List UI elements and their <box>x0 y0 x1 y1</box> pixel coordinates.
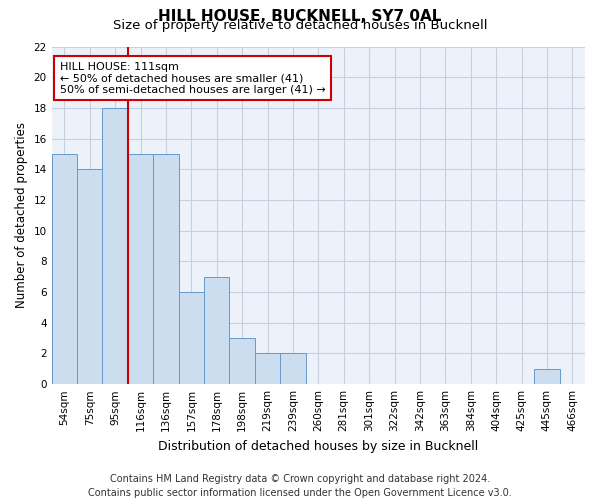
Text: Size of property relative to detached houses in Bucknell: Size of property relative to detached ho… <box>113 19 487 32</box>
X-axis label: Distribution of detached houses by size in Bucknell: Distribution of detached houses by size … <box>158 440 478 452</box>
Text: Contains HM Land Registry data © Crown copyright and database right 2024.
Contai: Contains HM Land Registry data © Crown c… <box>88 474 512 498</box>
Text: HILL HOUSE: 111sqm
← 50% of detached houses are smaller (41)
50% of semi-detache: HILL HOUSE: 111sqm ← 50% of detached hou… <box>59 62 325 95</box>
Bar <box>179 292 204 384</box>
Bar <box>103 108 128 384</box>
Bar <box>255 354 280 384</box>
Bar <box>280 354 305 384</box>
Bar <box>229 338 255 384</box>
Bar <box>204 276 229 384</box>
Bar <box>153 154 179 384</box>
Text: HILL HOUSE, BUCKNELL, SY7 0AL: HILL HOUSE, BUCKNELL, SY7 0AL <box>158 9 442 24</box>
Bar <box>534 369 560 384</box>
Bar <box>128 154 153 384</box>
Bar <box>77 170 103 384</box>
Y-axis label: Number of detached properties: Number of detached properties <box>15 122 28 308</box>
Bar <box>52 154 77 384</box>
